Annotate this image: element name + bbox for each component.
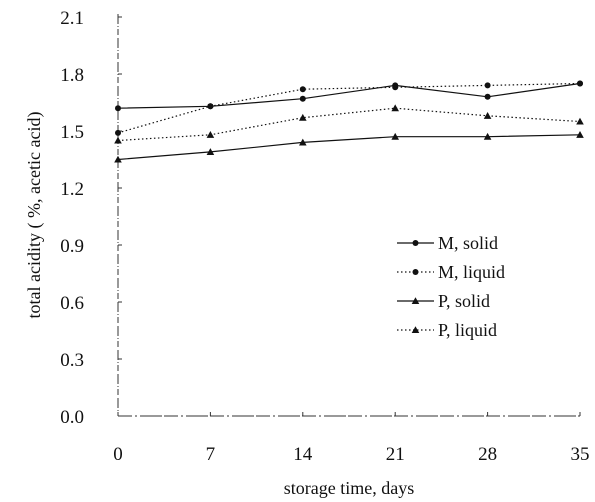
data-point (299, 86, 306, 93)
y-tick-label: 0.0 (60, 407, 84, 428)
data-point (391, 104, 399, 112)
x-axis-title: storage time, days (284, 478, 414, 498)
data-point (392, 84, 399, 91)
x-tick-label: 21 (386, 444, 405, 465)
legend-item: P, liquid (397, 320, 497, 340)
series-line (117, 82, 581, 134)
series-m-liquid (115, 80, 583, 136)
legend-label: M, liquid (438, 262, 505, 282)
data-point (299, 138, 307, 146)
data-point (391, 132, 399, 140)
legend-label: P, liquid (438, 320, 497, 340)
legend-item: M, liquid (397, 262, 505, 282)
data-point (577, 80, 583, 87)
data-point (207, 103, 214, 110)
data-point (484, 82, 491, 89)
series-p-solid (114, 131, 584, 163)
x-tick-label: 35 (571, 444, 590, 465)
data-point (483, 112, 492, 119)
plot-frame (117, 14, 580, 417)
y-tick-label: 1.8 (60, 65, 84, 86)
legend: M, solid M, liquid P, solid P, liquid (397, 233, 505, 340)
y-tick-label: 0.9 (60, 236, 84, 257)
series-p-liquid (114, 104, 584, 144)
data-point (299, 113, 307, 121)
x-tick-label: 28 (478, 444, 497, 465)
legend-marker (411, 297, 420, 305)
x-tick-label: 7 (206, 444, 216, 465)
data-point (299, 95, 306, 102)
legend-item: P, solid (397, 291, 490, 311)
y-tick-label: 1.2 (60, 179, 84, 200)
data-point (114, 155, 122, 163)
data-point (114, 136, 122, 144)
legend-marker (412, 269, 419, 275)
x-tick-label: 0 (113, 444, 123, 465)
legend-item: M, solid (397, 233, 498, 253)
data-point (483, 132, 492, 140)
x-axis-ticks: 0 7 14 21 28 35 (113, 412, 590, 465)
data-point (206, 131, 215, 138)
legend-marker (412, 240, 419, 246)
data-point (576, 117, 584, 125)
y-tick-label: 0.6 (60, 293, 84, 314)
data-point (115, 129, 121, 136)
series-line (117, 107, 581, 142)
data-point (206, 148, 215, 155)
series-line (117, 82, 581, 109)
y-axis-title: total acidity ( %, acetic acid) (24, 112, 45, 319)
y-tick-label: 2.1 (60, 8, 84, 29)
legend-label: P, solid (438, 291, 490, 311)
y-tick-label: 1.5 (60, 122, 84, 143)
data-point (115, 105, 121, 112)
x-tick-label: 14 (293, 444, 313, 465)
series-line (117, 134, 581, 161)
data-point (576, 131, 584, 138)
y-axis-ticks: 0.0 0.3 0.6 0.9 1.2 1.5 1.8 2.1 (60, 8, 122, 428)
legend-label: M, solid (438, 233, 498, 253)
data-point (484, 93, 491, 100)
legend-marker (411, 326, 420, 334)
series-layer (114, 80, 584, 163)
y-tick-label: 0.3 (60, 350, 84, 371)
